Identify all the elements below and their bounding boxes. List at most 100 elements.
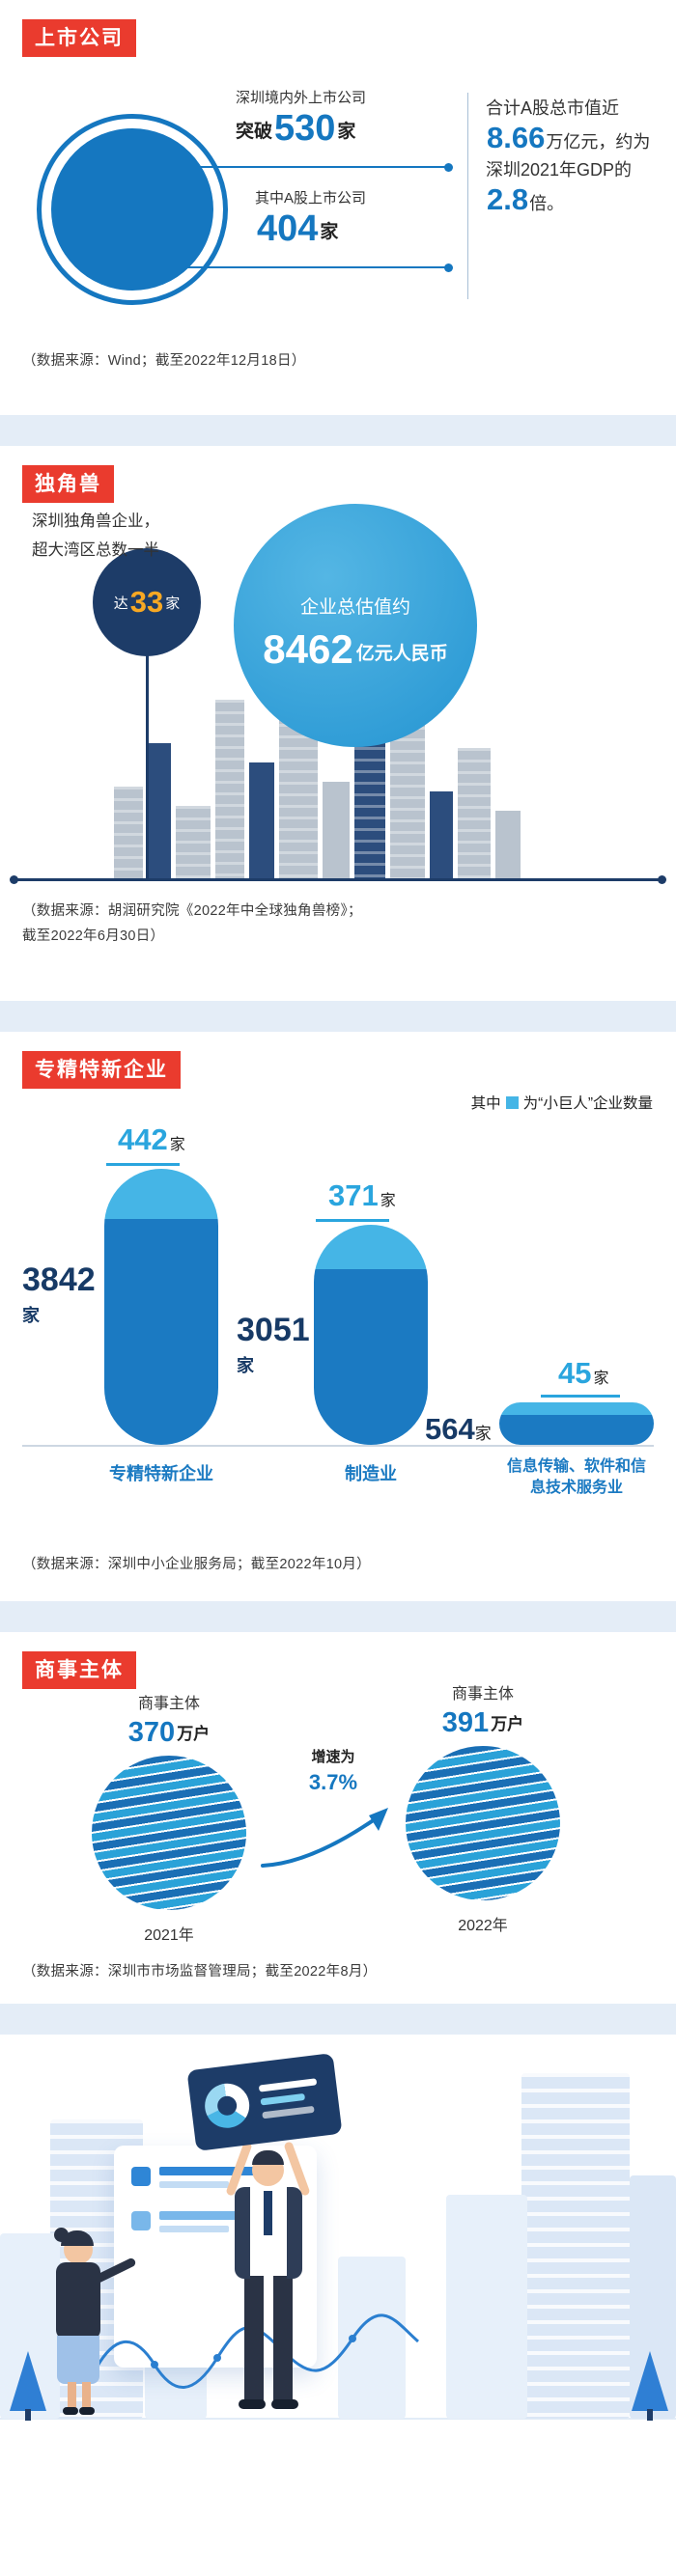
bar-capsule-manufacturing <box>314 1225 428 1445</box>
growth-label: 增速为 <box>311 1749 355 1765</box>
unicorn-count-circle: 达 33 家 <box>93 548 201 656</box>
unicorn-description: 深圳独角兽企业， 超大湾区总数一半 <box>32 508 159 565</box>
data-source-note: （数据来源：Wind；截至2022年12月18日） <box>22 353 306 369</box>
total-number: 3051 <box>237 1312 310 1348</box>
hair-shape <box>252 2150 284 2165</box>
building-shape <box>458 748 491 878</box>
category-label: 专精特新企业 <box>109 1464 213 1483</box>
valuation-label: 企业总估值约 <box>299 597 410 618</box>
shoe-shape <box>79 2407 95 2415</box>
stat-2021: 商事主体 370 万户 <box>92 1690 246 1749</box>
chart-legend: 其中 为“小巨人”企业数量 <box>471 1092 653 1113</box>
valuation-value: 8462 亿元人民币 <box>234 626 477 673</box>
note-text: 合计A股总市值近 <box>486 98 620 118</box>
legend-text: 其中 <box>470 1095 501 1112</box>
skirt-shape <box>57 2336 99 2384</box>
ground-baseline <box>10 875 666 884</box>
little-giant-count: 442 家 <box>118 1124 185 1154</box>
section-tag-unicorns: 独角兽 <box>22 465 114 503</box>
connector-line <box>159 162 453 172</box>
market-cap-number: 8.66 <box>487 121 546 155</box>
market-cap-note: 合计A股总市值近 8.66万亿元，约为深圳2021年GDP的2.8倍。 <box>486 95 662 219</box>
section-tag-srdi: 专精特新企业 <box>22 1051 181 1089</box>
building-shape <box>430 791 453 878</box>
stat-label: 商事主体 <box>451 1686 514 1703</box>
tree-trunk-shape <box>25 2409 31 2421</box>
building-shape <box>176 806 211 878</box>
unit-text: 家 <box>593 1371 609 1387</box>
tick-line <box>541 1395 620 1398</box>
list-item-lines <box>159 2167 261 2188</box>
section-listed-companies: 上市公司 深圳境内外上市公司 突破530 家 其中A股上市公司 404 家 合计A股… <box>0 0 676 415</box>
donut-core-circle <box>51 128 213 291</box>
text-line-shape <box>262 2105 315 2119</box>
text-line-shape <box>159 2181 229 2188</box>
total-count: 564家 <box>425 1414 492 1444</box>
bar-capsule-it-services <box>499 1402 654 1445</box>
baseline-dot <box>10 875 18 884</box>
stat-label: 其中A股上市公司 <box>255 190 367 207</box>
baseline-dot <box>658 875 666 884</box>
valuation-number: 8462 <box>263 626 353 672</box>
card-list-item <box>131 2167 261 2188</box>
little-giant-number: 45 <box>558 1356 592 1390</box>
valuation-bubble: 企业总估值约 8462 亿元人民币 <box>234 504 477 747</box>
list-item-icon <box>131 2167 151 2186</box>
valuation-unit: 亿元人民币 <box>355 644 448 664</box>
tie-shape <box>264 2191 272 2235</box>
gdp-multiple-number: 2.8 <box>487 182 529 217</box>
stat-value: 404 家 <box>255 210 366 247</box>
section-unicorns: 独角兽 深圳独角兽企业， 超大湾区总数一半 企业总估值约 8462 亿元人民币 达… <box>0 446 676 1001</box>
little-giant-number: 371 <box>328 1178 379 1212</box>
stat-label: 商事主体 <box>137 1696 200 1712</box>
growth-rate: 增速为 3.7% <box>273 1746 393 1795</box>
bar-capsule-srdi <box>104 1169 218 1445</box>
tree-trunk-shape <box>647 2409 653 2421</box>
shoe-shape <box>63 2407 78 2415</box>
shoe-shape <box>239 2399 266 2409</box>
stat-unit: 家 <box>337 122 356 142</box>
section-tag-listed-companies: 上市公司 <box>22 19 136 57</box>
data-source-note: （数据来源：胡润研究院《2022年中全球独角兽榜》； <box>22 903 362 919</box>
data-source-note: 截至2022年6月30日） <box>22 928 165 944</box>
pointer-line <box>146 654 149 878</box>
total-number: 564 <box>425 1412 475 1446</box>
text-line-shape <box>159 2226 229 2232</box>
vertical-divider <box>467 93 468 299</box>
category-label: 信息传输、软件和信息技术服务业 <box>506 1458 646 1496</box>
total-count: 3051 家 <box>237 1314 310 1377</box>
legend-swatch <box>505 1095 519 1109</box>
connector-dot <box>444 263 453 272</box>
footer-illustration <box>0 2035 676 2576</box>
unit-text: 家 <box>22 1306 40 1325</box>
note-text: 万亿元，约为深圳2021年GDP的 <box>486 132 651 180</box>
stat-unit: 家 <box>320 222 339 242</box>
unit-text: 家 <box>474 1425 492 1443</box>
vest-shape <box>287 2187 302 2279</box>
listed-total-number: 530 <box>274 108 336 149</box>
stat-2022: 商事主体 391 万户 <box>406 1680 560 1739</box>
year-label: 2021年 <box>144 1927 194 1944</box>
vest-shape <box>235 2187 250 2279</box>
leg-shape <box>273 2276 293 2403</box>
stat-value: 突破530 家 <box>236 110 366 147</box>
text-line-shape <box>159 2167 261 2175</box>
total-count: 3842 家 <box>22 1263 96 1327</box>
list-item-icon <box>131 2211 151 2230</box>
count-unit: 家 <box>165 595 181 612</box>
building-shape <box>354 724 385 878</box>
entities-2022-number: 391 <box>441 1707 490 1738</box>
tick-line <box>106 1163 180 1166</box>
hair-shape <box>61 2230 94 2246</box>
legend-text: 为“小巨人”企业数量 <box>522 1095 653 1112</box>
building-shape <box>495 811 521 878</box>
description-line: 深圳独角兽企业， <box>32 512 159 530</box>
building-shape <box>446 2195 527 2419</box>
text-line-shape <box>159 2211 261 2220</box>
stat-value: 391 万户 <box>406 1707 560 1739</box>
little-giant-number: 442 <box>118 1122 168 1156</box>
torso-shape <box>56 2262 100 2340</box>
little-giant-count: 45 家 <box>558 1358 609 1388</box>
ashare-total-number: 404 <box>257 208 319 249</box>
stat-value: 370 万户 <box>92 1717 246 1749</box>
